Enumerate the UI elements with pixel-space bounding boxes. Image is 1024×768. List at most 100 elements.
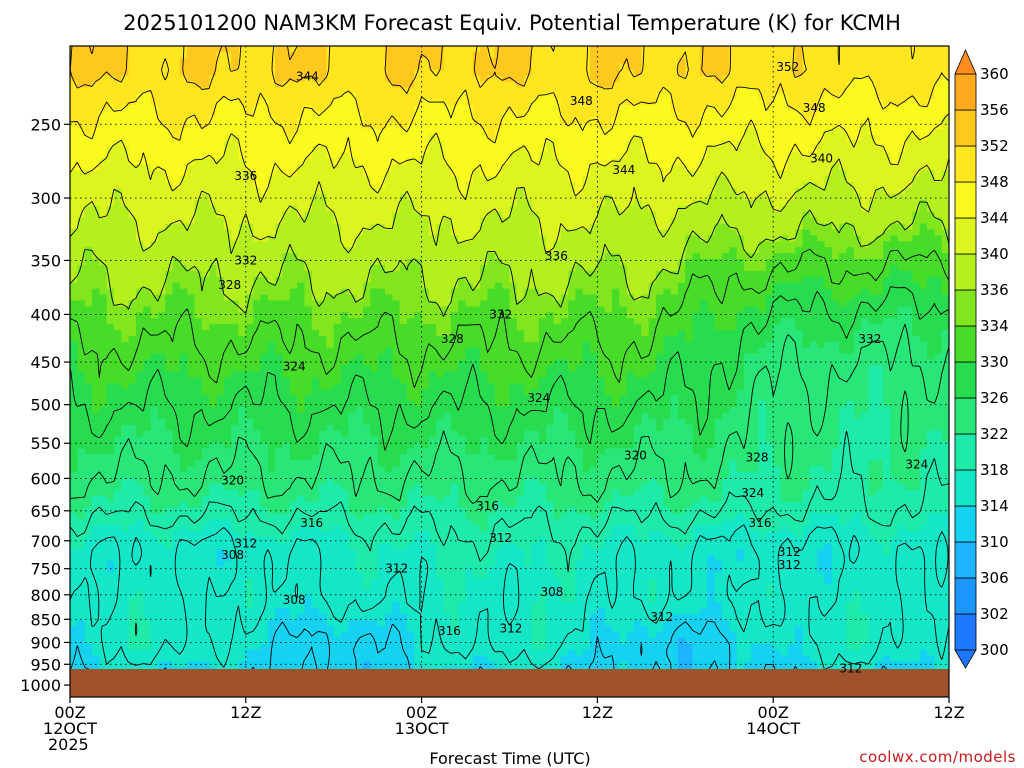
field-cell (787, 164, 796, 171)
field-cell (897, 217, 906, 225)
field-cell (406, 93, 415, 100)
field-cell (897, 223, 906, 231)
field-cell (590, 188, 598, 195)
field-cell (223, 241, 232, 248)
field-cell (289, 63, 298, 71)
field-cell (319, 164, 327, 171)
field-cell (648, 229, 657, 236)
field-cell (238, 128, 247, 136)
field-cell (736, 146, 745, 154)
field-cell (714, 176, 723, 183)
field-cell (568, 122, 577, 130)
field-cell (685, 199, 694, 207)
field-cell (245, 176, 254, 183)
field-cell (472, 152, 481, 160)
field-cell (912, 223, 921, 231)
field-cell (311, 259, 320, 266)
field-cell (333, 241, 342, 248)
field-cell (304, 229, 313, 236)
field-cell (721, 223, 730, 231)
field-cell (384, 57, 393, 65)
field-cell (809, 81, 818, 89)
field-cell (150, 235, 159, 242)
field-cell (553, 122, 562, 130)
field-cell (172, 259, 181, 266)
field-cell (319, 259, 327, 266)
field-cell (912, 69, 921, 77)
field-cell (172, 176, 181, 183)
field-cell (472, 51, 481, 59)
field-cell (370, 253, 379, 260)
field-cell (421, 270, 430, 278)
field-cell (641, 122, 650, 130)
field-cell (714, 105, 723, 112)
field-cell (355, 205, 364, 213)
field-cell (538, 75, 547, 83)
field-cell (568, 134, 577, 142)
field-cell (699, 182, 708, 189)
field-cell (861, 111, 870, 118)
field-cell (106, 140, 115, 148)
field-cell (846, 205, 855, 213)
field-cell (516, 229, 525, 236)
field-cell (773, 182, 782, 189)
field-cell (275, 176, 284, 183)
field-cell (245, 140, 254, 148)
field-cell (568, 235, 577, 242)
field-cell (531, 217, 540, 225)
field-cell (861, 164, 870, 171)
field-cell (341, 223, 349, 231)
field-cell (304, 247, 313, 254)
field-cell (758, 282, 767, 290)
field-cell (597, 51, 606, 59)
field-cell (392, 253, 401, 260)
field-cell (758, 75, 767, 83)
field-cell (538, 128, 547, 136)
field-cell (406, 105, 415, 112)
field-cell (634, 193, 642, 201)
field-cell (297, 193, 305, 201)
field-cell (414, 229, 423, 236)
field-cell (509, 259, 518, 266)
field-cell (480, 259, 489, 266)
field-cell (516, 146, 525, 154)
field-cell (245, 247, 254, 254)
field-cell (802, 75, 811, 83)
field-cell (289, 93, 298, 100)
field-cell (648, 182, 657, 189)
field-cell (619, 93, 628, 100)
field-cell (319, 199, 327, 207)
field-cell (509, 69, 518, 77)
field-cell (348, 276, 357, 284)
field-cell (861, 176, 870, 183)
field-cell (135, 117, 144, 124)
field-cell (363, 241, 371, 248)
field-cell (113, 176, 122, 183)
field-cell (165, 282, 174, 290)
field-cell (670, 140, 679, 148)
field-cell (267, 75, 276, 83)
field-cell (861, 122, 870, 130)
field-cell (531, 69, 540, 77)
field-cell (524, 128, 533, 136)
field-cell (355, 235, 364, 242)
field-cell (546, 87, 555, 94)
field-cell (817, 63, 826, 71)
field-cell (853, 146, 862, 154)
field-cell (721, 152, 730, 160)
field-cell (787, 111, 796, 118)
field-cell (377, 134, 386, 142)
field-cell (663, 146, 672, 154)
field-cell (421, 81, 430, 89)
field-cell (773, 259, 782, 266)
field-cell (209, 75, 218, 83)
field-cell (304, 140, 313, 148)
field-cell (846, 128, 855, 136)
field-cell (912, 164, 921, 171)
field-cell (919, 158, 928, 165)
field-cell (458, 170, 467, 177)
field-cell (311, 235, 320, 242)
field-cell (582, 152, 591, 160)
field-cell (890, 111, 899, 118)
field-cell (421, 63, 430, 71)
